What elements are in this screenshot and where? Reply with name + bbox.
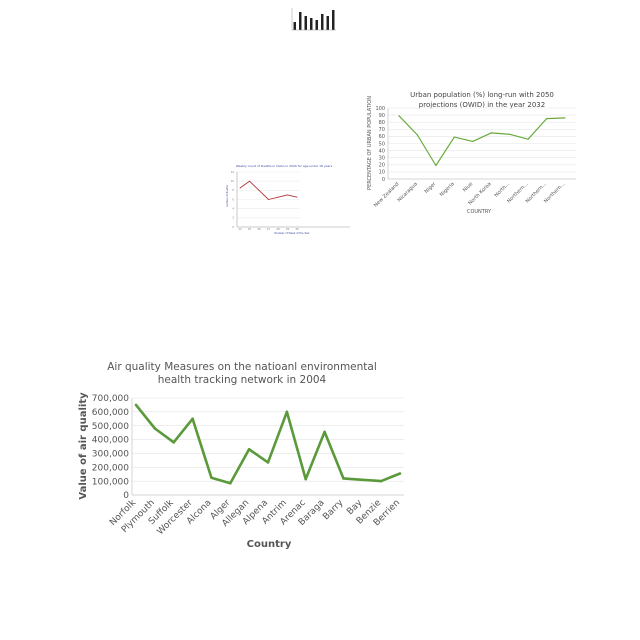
y-axis-label: PERCENTAGE OF URBAN POPULATION <box>367 96 373 190</box>
data-point <box>398 115 400 117</box>
x-tick-label: 27 <box>267 227 271 231</box>
y-tick-label: 20 <box>379 163 385 169</box>
x-tick-label: 28 <box>276 227 280 231</box>
data-point <box>247 447 251 451</box>
bar <box>304 16 307 30</box>
bar <box>310 18 313 30</box>
data-point <box>277 196 279 198</box>
data-point <box>342 477 345 480</box>
y-tick-label: 700,000 <box>92 394 129 404</box>
chart-title: Air quality Measures on the natioanl env… <box>107 361 377 386</box>
x-tick-label: 25 <box>248 227 252 231</box>
data-point <box>228 481 232 485</box>
data-point <box>285 410 289 414</box>
y-tick-label: 80 <box>379 120 385 126</box>
data-point <box>268 199 269 200</box>
data-point <box>323 430 326 434</box>
y-tick-label: 4 <box>232 207 234 211</box>
data-point <box>453 136 455 138</box>
tiny-bar-chart <box>280 0 350 40</box>
urban-population-chart: Urban population (%) long-run with 2050 p… <box>362 84 584 222</box>
y-tick-label: 40 <box>379 148 385 154</box>
air-quality-chart: Air quality Measures on the natioanl env… <box>72 354 412 560</box>
data-point <box>472 140 474 142</box>
y-tick-label: 90 <box>379 113 385 119</box>
y-tick-label: 0 <box>123 491 129 501</box>
y-tick-label: 0 <box>382 177 385 183</box>
data-point <box>545 118 548 120</box>
bar <box>315 20 318 30</box>
x-tick-label: Nigeria <box>439 181 456 198</box>
data-point <box>416 134 419 136</box>
data-point <box>191 417 194 421</box>
y-tick-label: 500,000 <box>92 422 129 432</box>
data-point <box>490 132 492 134</box>
data-point <box>564 117 566 119</box>
y-tick-label: 12 <box>231 170 235 174</box>
bar <box>326 16 329 30</box>
x-tick-label: Niger <box>424 181 438 195</box>
y-tick-label: 10 <box>231 179 235 183</box>
data-point <box>509 133 511 135</box>
y-tick-label: 60 <box>379 134 385 140</box>
x-tick-label: New Zealand <box>373 181 400 208</box>
series-line <box>134 404 401 485</box>
y-tick-label: 200,000 <box>92 463 129 473</box>
tiny-bar-chart-svg <box>291 8 336 31</box>
data-point <box>527 138 529 140</box>
data-point <box>379 479 383 483</box>
chart-title: Weekly count of Deaths in Idaho in 2020 … <box>236 164 333 168</box>
data-point <box>266 461 270 464</box>
x-tick-label: Niue <box>462 181 474 193</box>
x-tick-label: Nicaragua <box>397 181 419 203</box>
data-point <box>398 472 402 475</box>
y-tick-label: 10 <box>379 170 385 176</box>
bar <box>293 22 296 30</box>
data-point <box>258 189 260 191</box>
y-tick-label: 2 <box>232 216 234 220</box>
air-quality-chart-svg: Air quality Measures on the natioanl env… <box>78 361 404 550</box>
x-axis-label: Country <box>247 539 292 550</box>
x-tick-label: Barry <box>321 498 346 523</box>
y-tick-label: 50 <box>379 141 385 147</box>
chart-title: Urban population (%) long-run with 2050 p… <box>410 91 554 109</box>
urban-population-chart-svg: Urban population (%) long-run with 2050 p… <box>367 91 576 215</box>
y-tick-label: 70 <box>379 127 385 133</box>
x-tick-label: North... <box>494 181 512 199</box>
data-point <box>239 187 241 189</box>
data-point <box>304 477 308 481</box>
bar <box>332 10 335 30</box>
bar <box>321 14 324 30</box>
x-axis-label: COUNTRY <box>467 209 492 215</box>
y-tick-label: 600,000 <box>92 408 129 418</box>
y-tick-label: 100,000 <box>92 477 129 487</box>
weekly-deaths-chart-svg: Weekly count of Deaths in Idaho in 2020 … <box>225 164 350 235</box>
y-axis-label: number of deaths <box>225 184 229 207</box>
weekly-deaths-chart: Weekly count of Deaths in Idaho in 2020 … <box>222 160 352 240</box>
y-tick-label: 6 <box>232 197 234 201</box>
bar <box>299 12 302 30</box>
data-point <box>134 403 138 407</box>
x-tick-label: 26 <box>257 227 261 231</box>
y-axis-label: Value of air quality <box>78 392 89 500</box>
y-tick-label: 100 <box>375 106 385 112</box>
y-tick-label: 30 <box>379 155 385 161</box>
data-point <box>153 427 157 430</box>
y-tick-label: 0 <box>232 225 234 229</box>
x-tick-label: 30 <box>295 227 299 231</box>
data-point <box>287 194 288 196</box>
data-point <box>249 180 250 182</box>
y-tick-label: 400,000 <box>92 436 129 446</box>
y-tick-label: 8 <box>232 188 234 192</box>
data-point <box>172 441 176 444</box>
x-tick-label: 29 <box>286 227 290 231</box>
data-point <box>360 478 364 482</box>
x-axis-label: Number of Week of the Year <box>274 231 310 235</box>
x-tick-label: 24 <box>238 227 242 231</box>
data-point <box>210 476 213 479</box>
y-tick-label: 300,000 <box>92 450 129 460</box>
series-line <box>398 115 566 167</box>
data-point <box>435 164 437 167</box>
data-point <box>296 196 298 198</box>
